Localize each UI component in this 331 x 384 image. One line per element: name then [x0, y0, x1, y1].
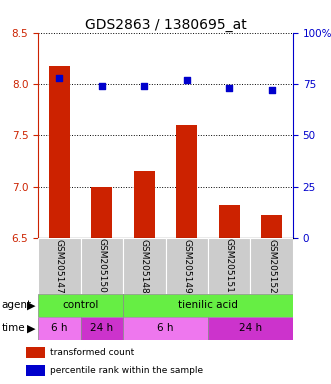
Text: GSM205147: GSM205147	[55, 238, 64, 293]
Text: GSM205148: GSM205148	[140, 238, 149, 293]
Text: 6 h: 6 h	[51, 323, 68, 333]
Point	[57, 75, 62, 81]
Bar	[91, 187, 113, 238]
Bar	[38, 238, 80, 294]
Bar	[26, 365, 45, 376]
Bar	[26, 347, 45, 358]
Bar	[49, 66, 70, 238]
Text: time: time	[2, 323, 25, 333]
Bar	[38, 317, 80, 340]
Bar	[38, 294, 123, 317]
Bar	[134, 171, 155, 238]
Bar	[208, 238, 251, 294]
Bar	[208, 317, 293, 340]
Point	[269, 87, 274, 93]
Bar	[80, 317, 123, 340]
Text: GSM205151: GSM205151	[225, 238, 234, 293]
Bar	[251, 238, 293, 294]
Text: control: control	[62, 300, 99, 310]
Bar	[176, 125, 197, 238]
Text: GSM205149: GSM205149	[182, 238, 191, 293]
Title: GDS2863 / 1380695_at: GDS2863 / 1380695_at	[85, 18, 246, 31]
Bar	[123, 238, 166, 294]
Text: transformed count: transformed count	[50, 348, 134, 357]
Text: 24 h: 24 h	[239, 323, 262, 333]
Bar	[123, 317, 208, 340]
Text: GSM205152: GSM205152	[267, 238, 276, 293]
Text: 6 h: 6 h	[157, 323, 174, 333]
Text: percentile rank within the sample: percentile rank within the sample	[50, 366, 203, 375]
Point	[142, 83, 147, 89]
Point	[184, 77, 189, 83]
Text: tienilic acid: tienilic acid	[178, 300, 238, 310]
Bar	[123, 294, 293, 317]
Bar	[80, 238, 123, 294]
Text: ▶: ▶	[27, 323, 36, 333]
Text: GSM205150: GSM205150	[97, 238, 106, 293]
Point	[99, 83, 105, 89]
Text: ▶: ▶	[27, 300, 36, 310]
Point	[226, 85, 232, 91]
Text: agent: agent	[2, 300, 32, 310]
Bar	[218, 205, 240, 238]
Bar	[261, 215, 282, 238]
Bar	[166, 238, 208, 294]
Text: 24 h: 24 h	[90, 323, 113, 333]
